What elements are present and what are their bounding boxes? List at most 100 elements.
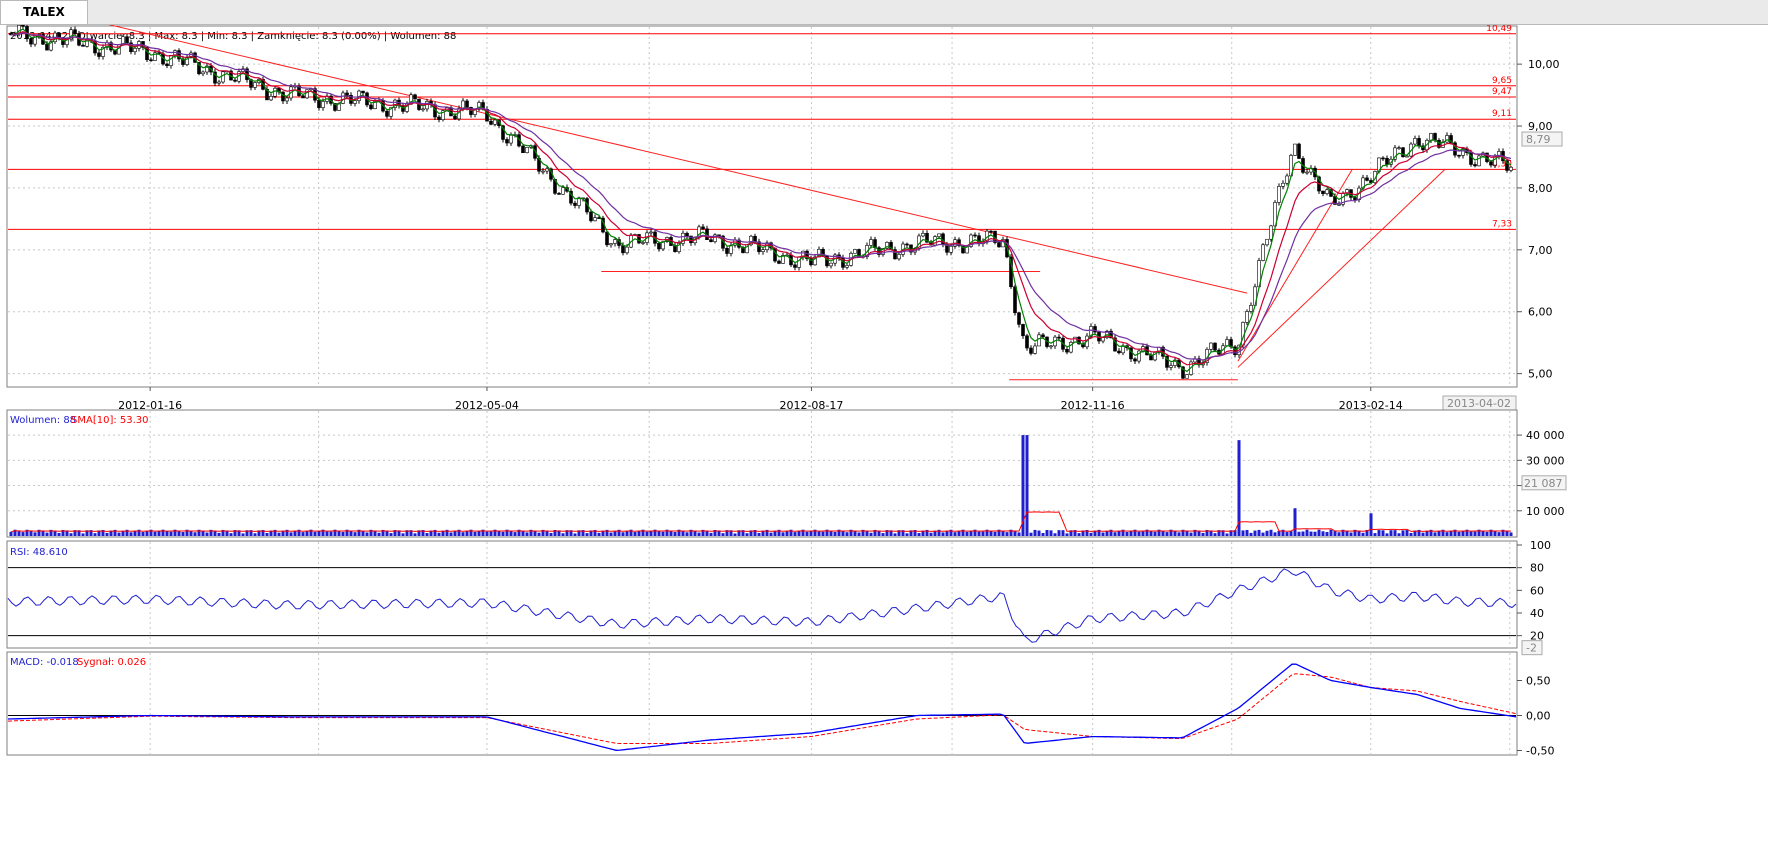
volume-bar (1201, 532, 1205, 536)
price-candle (1437, 139, 1441, 148)
price-candle (921, 233, 925, 237)
rsi-panel-frame (6, 540, 1518, 649)
volume-bar (601, 530, 605, 536)
price-candle (437, 116, 441, 120)
price-candle (509, 135, 513, 144)
price-candle (341, 92, 345, 104)
volume-bar (1449, 531, 1453, 536)
price-tick-label: 6,00 (1528, 306, 1553, 319)
price-candle (273, 87, 277, 97)
volume-bar (265, 532, 269, 536)
volume-bar (677, 529, 681, 536)
price-candle (453, 115, 457, 120)
price-candle (1277, 186, 1281, 203)
volume-bar (489, 531, 493, 536)
volume-bar (1189, 532, 1193, 536)
volume-bar (613, 530, 617, 536)
volume-bar (429, 530, 433, 536)
rsi-tick-label: 100 (1530, 539, 1551, 552)
price-candle (1041, 334, 1045, 338)
volume-bar (949, 529, 953, 536)
volume-bar (453, 530, 457, 536)
volume-bar (221, 529, 225, 536)
volume-bar (1061, 530, 1065, 536)
volume-bar (1381, 530, 1385, 536)
price-candle (905, 243, 909, 246)
volume-bar (1265, 530, 1269, 536)
volume-bar (45, 532, 49, 536)
volume-legend: Wolumen: 88 (10, 415, 76, 426)
price-candle (1109, 330, 1113, 339)
price-candle (713, 234, 717, 242)
price-level-label: 7,33 (1492, 219, 1512, 229)
volume-bar (701, 529, 705, 536)
price-candle (1365, 177, 1369, 181)
volume-bar (109, 530, 113, 536)
rsi-last-value-label: -2 (1526, 642, 1537, 655)
volume-bar (245, 530, 249, 536)
price-candle (149, 59, 153, 62)
price-candle (1393, 147, 1397, 160)
volume-bar (1005, 532, 1009, 536)
volume-bar (1177, 532, 1181, 536)
volume-bar (333, 529, 337, 536)
price-candle (489, 120, 493, 125)
price-candle (281, 91, 285, 102)
volume-bar (1125, 531, 1129, 536)
volume-bar (1473, 531, 1477, 536)
tab-talex[interactable]: TALEX (0, 0, 88, 24)
volume-bar (1501, 529, 1505, 536)
date-tick-label: 2013-02-14 (1339, 399, 1403, 412)
volume-bar (989, 531, 993, 536)
volume-bar (797, 531, 801, 536)
volume-bar (525, 532, 529, 536)
price-candle (189, 52, 193, 59)
price-candle (1017, 312, 1021, 325)
volume-bar (1345, 530, 1349, 536)
price-candle (233, 79, 237, 82)
price-candle (1385, 157, 1389, 165)
volume-bar (625, 531, 629, 536)
volume-bar (1289, 531, 1293, 536)
price-candle (33, 36, 37, 45)
trend-line (1237, 169, 1446, 368)
price-candle (609, 243, 613, 246)
volume-bar (369, 529, 373, 536)
price-candle (685, 232, 689, 237)
volume-bar (857, 532, 861, 536)
volume-bar (337, 531, 341, 536)
volume-bar (717, 530, 721, 536)
volume-bar (497, 531, 501, 536)
volume-bar (205, 532, 209, 536)
volume-bar (665, 529, 669, 536)
volume-bar (1441, 529, 1445, 536)
volume-bar (1237, 440, 1241, 536)
volume-bar (589, 530, 593, 536)
volume-bar (485, 531, 489, 536)
volume-bar (469, 529, 473, 536)
volume-bar (1153, 531, 1157, 536)
price-candle (1117, 350, 1121, 354)
price-candle (725, 247, 729, 254)
volume-bar (277, 532, 281, 536)
volume-bar (389, 533, 393, 536)
price-candle (1293, 143, 1297, 156)
volume-bar (1221, 530, 1225, 536)
volume-bar (89, 530, 93, 536)
volume-bar (1281, 529, 1285, 536)
macd-tick-label: 0,00 (1526, 710, 1551, 723)
volume-bar (861, 529, 865, 536)
tab-bar: TALEX (0, 0, 1768, 25)
volume-bar (1029, 532, 1033, 536)
volume-bar (1405, 530, 1409, 536)
volume-bar (73, 530, 77, 536)
price-candle (805, 250, 809, 259)
volume-bar (741, 530, 745, 536)
price-candle (497, 119, 501, 127)
volume-bar (213, 530, 217, 536)
macd-marks (7, 663, 1517, 751)
price-candle (1265, 238, 1269, 246)
volume-bar (1301, 531, 1305, 536)
price-candle (701, 226, 705, 230)
volume-bar (761, 530, 765, 536)
